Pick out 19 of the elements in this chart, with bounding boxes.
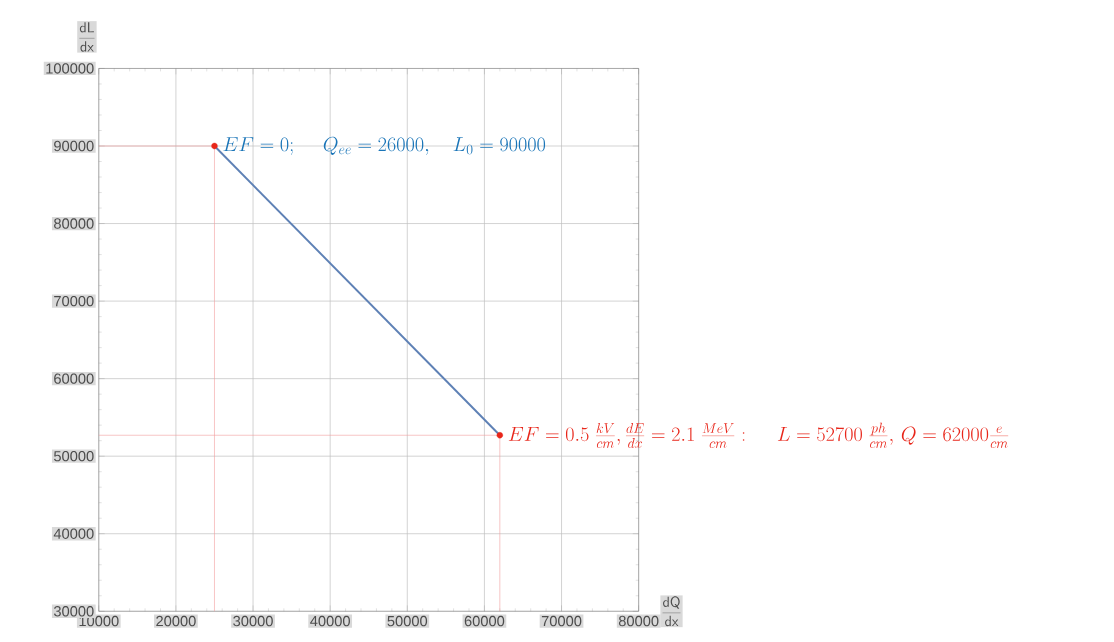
annotation: $EF = 0;\quad\; Q_{ee} = 26000,\quad L_0 = 90000$ [223,136,546,156]
y-tick-label: 50000 [53,451,94,462]
y-tick-label: 30000 [53,606,94,617]
y-tick-label: 80000 [54,218,94,229]
x-tick-label: 40000 [310,616,350,627]
y-tick-label: 100000 [46,63,94,74]
y-tick-label: 60000 [54,373,94,385]
y-tick-label: 90000 [54,141,94,152]
annotation: $EF = 0.5\ \frac{kV}{cm},\frac{dE}{dx} = 2.1\ \frac{MeV}{cm}:\quad\; L = 52700\ \frac{ph}{cm},\, Q = 62000\frac{e}{cm}$ [508,422,1009,449]
x-tick-label: 50000 [387,616,428,627]
x-tick-label: 20000 [156,616,196,627]
x-axis-title: $\frac{\mathsf{dQ}}{\mathsf{dx}}$ [662,596,681,627]
x-tick-label: 70000 [541,616,582,627]
x-tick-label: 30000 [233,616,273,627]
x-tick-label: 80000 [618,616,659,627]
y-tick-label: 70000 [54,296,94,307]
y-tick-label: 40000 [53,528,94,540]
y-axis-title: $\frac{\mathsf{dL}}{\mathsf{dx}}$ [79,22,95,52]
x-tick-label: 60000 [464,616,505,627]
